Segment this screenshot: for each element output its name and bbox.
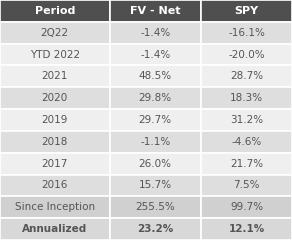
FancyBboxPatch shape bbox=[110, 218, 201, 240]
Text: -4.6%: -4.6% bbox=[231, 137, 262, 147]
Text: 21.7%: 21.7% bbox=[230, 159, 263, 169]
FancyBboxPatch shape bbox=[201, 109, 292, 131]
Text: 2018: 2018 bbox=[41, 137, 68, 147]
Text: -1.4%: -1.4% bbox=[140, 28, 170, 38]
Text: 2016: 2016 bbox=[41, 180, 68, 191]
FancyBboxPatch shape bbox=[110, 174, 201, 196]
FancyBboxPatch shape bbox=[201, 44, 292, 66]
FancyBboxPatch shape bbox=[110, 66, 201, 87]
Text: -16.1%: -16.1% bbox=[228, 28, 265, 38]
Text: 7.5%: 7.5% bbox=[233, 180, 260, 191]
FancyBboxPatch shape bbox=[201, 196, 292, 218]
Text: 26.0%: 26.0% bbox=[139, 159, 172, 169]
Text: -1.1%: -1.1% bbox=[140, 137, 170, 147]
FancyBboxPatch shape bbox=[0, 22, 110, 44]
Text: 15.7%: 15.7% bbox=[139, 180, 172, 191]
FancyBboxPatch shape bbox=[201, 174, 292, 196]
Text: 29.8%: 29.8% bbox=[139, 93, 172, 103]
FancyBboxPatch shape bbox=[201, 0, 292, 22]
FancyBboxPatch shape bbox=[0, 218, 110, 240]
Text: 28.7%: 28.7% bbox=[230, 71, 263, 81]
Text: -20.0%: -20.0% bbox=[228, 49, 265, 60]
FancyBboxPatch shape bbox=[0, 196, 110, 218]
Text: Annualized: Annualized bbox=[22, 224, 87, 234]
FancyBboxPatch shape bbox=[201, 153, 292, 174]
FancyBboxPatch shape bbox=[110, 196, 201, 218]
Text: 29.7%: 29.7% bbox=[139, 115, 172, 125]
Text: 2019: 2019 bbox=[41, 115, 68, 125]
FancyBboxPatch shape bbox=[0, 131, 110, 153]
Text: 31.2%: 31.2% bbox=[230, 115, 263, 125]
FancyBboxPatch shape bbox=[201, 131, 292, 153]
Text: Since Inception: Since Inception bbox=[15, 202, 95, 212]
FancyBboxPatch shape bbox=[0, 109, 110, 131]
Text: 23.2%: 23.2% bbox=[137, 224, 173, 234]
FancyBboxPatch shape bbox=[0, 66, 110, 87]
Text: 255.5%: 255.5% bbox=[135, 202, 175, 212]
Text: 48.5%: 48.5% bbox=[139, 71, 172, 81]
Text: 18.3%: 18.3% bbox=[230, 93, 263, 103]
FancyBboxPatch shape bbox=[0, 0, 110, 22]
FancyBboxPatch shape bbox=[110, 153, 201, 174]
FancyBboxPatch shape bbox=[0, 87, 110, 109]
Text: 99.7%: 99.7% bbox=[230, 202, 263, 212]
FancyBboxPatch shape bbox=[201, 87, 292, 109]
FancyBboxPatch shape bbox=[110, 44, 201, 66]
FancyBboxPatch shape bbox=[0, 174, 110, 196]
FancyBboxPatch shape bbox=[201, 66, 292, 87]
Text: SPY: SPY bbox=[234, 6, 258, 16]
FancyBboxPatch shape bbox=[110, 131, 201, 153]
FancyBboxPatch shape bbox=[0, 44, 110, 66]
Text: 2020: 2020 bbox=[42, 93, 68, 103]
Text: 2017: 2017 bbox=[41, 159, 68, 169]
FancyBboxPatch shape bbox=[201, 22, 292, 44]
Text: Period: Period bbox=[34, 6, 75, 16]
Text: 2021: 2021 bbox=[41, 71, 68, 81]
FancyBboxPatch shape bbox=[110, 109, 201, 131]
FancyBboxPatch shape bbox=[110, 22, 201, 44]
Text: 2Q22: 2Q22 bbox=[41, 28, 69, 38]
Text: FV - Net: FV - Net bbox=[130, 6, 180, 16]
FancyBboxPatch shape bbox=[110, 87, 201, 109]
Text: YTD 2022: YTD 2022 bbox=[30, 49, 80, 60]
FancyBboxPatch shape bbox=[0, 153, 110, 174]
FancyBboxPatch shape bbox=[110, 0, 201, 22]
FancyBboxPatch shape bbox=[201, 218, 292, 240]
Text: 12.1%: 12.1% bbox=[228, 224, 265, 234]
Text: -1.4%: -1.4% bbox=[140, 49, 170, 60]
